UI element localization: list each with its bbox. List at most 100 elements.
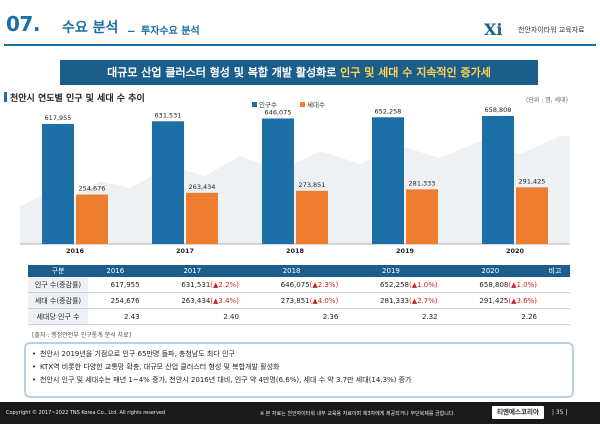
data-label: 658,808 [485,106,512,114]
bar-household [186,192,218,244]
section-number: 07. [6,12,40,36]
row-label: 세대 수(증감률) [28,292,88,309]
table-cell: 263,434(▲3.4%) [142,292,242,309]
table-cell: 652,258(▲1.0%) [341,277,441,293]
banner-highlight-text: 인구 및 세대 수 지속적인 증가세 [340,66,491,79]
data-source: [출처 : 행정안전부 인구통계 분석 자료] [32,332,132,339]
cell-value: 652,258 [380,280,409,289]
chart-title-marker [4,92,7,102]
legend-label: 세대수 [307,100,325,109]
table-cell-note [540,277,570,293]
table-row: 세대 수(증감률) 254,676 263,434(▲3.4%) 273,851(▲4… [28,292,570,309]
table-header-row: 구분 2016 2017 2018 2019 2020 비고 [28,265,570,277]
table-cell: 273,851(▲4.0%) [241,292,342,309]
table-cell: 646,075(▲2.3%) [241,277,342,293]
bar-population [42,123,74,244]
row-label: 세대당 인구 수 [28,308,88,325]
data-label: 646,075 [265,108,292,116]
cell-change: (▲4.0%) [309,296,339,305]
table-cell: 658,808(▲1.0%) [440,277,540,293]
table-header-cell: 구분 [28,265,88,277]
chart-title: 천안시 연도별 인구 및 세대 수 추이 [10,94,145,104]
legend-swatch [300,102,305,107]
footer-bar [0,402,600,424]
data-label: 254,676 [79,185,106,193]
table-cell: 254,676 [88,292,143,309]
bar-chart-svg: 인구수 세대수 617,955 254,676 2016 631,531 263,434 20… [20,100,570,255]
section-title: 수요 분석 [62,20,119,36]
data-label: 291,425 [519,177,546,185]
table-cell-note [540,308,570,325]
table-cell: 617,955 [88,277,143,293]
table-cell: 2.32 [341,308,441,325]
cell-change: (▲3.4%) [210,296,239,305]
cell-value: 646,075 [280,280,310,289]
x-tick-label: 2017 [176,247,194,255]
data-label: 652,258 [375,107,402,115]
x-tick-label: 2020 [506,247,525,255]
copyright-text: Copyright © 2017~2022 TNS Korea Co., Ltd… [6,410,166,416]
cell-value: 281,333 [380,296,409,305]
cell-value: 631,531 [181,280,211,289]
headline-banner: 대규모 산업 클러스터 형성 및 복합 개발 활성화로 인구 및 세대 수 지속… [60,60,538,85]
cell-value: 2.43 [124,312,140,321]
table-header-cell: 2017 [142,265,242,277]
data-label: 617,955 [45,114,72,122]
table-cell: 2.40 [142,308,242,325]
cell-change: (▲2.3%) [309,280,339,289]
usage-notice: ※ 본 자료는 천안자이타워 내부 교육용 자료이며 제3자에게 제공되거나 무… [260,411,456,417]
legend-label: 인구수 [259,100,277,109]
section-subtitle: 투자수요 분석 [141,26,200,37]
note-item: 천안시 인구 및 세대수는 매년 1~4% 증가, 천안시 2016년 대비, … [32,374,572,387]
logo-text: 천안자이타워 교육자료 [518,26,585,34]
table-header-cell: 2020 [440,265,540,277]
table-header-cell: 비고 [540,265,570,277]
bar-household [406,189,438,244]
table-cell: 281,333(▲2.7%) [341,292,441,309]
table-cell-note [540,292,570,309]
bar-household [516,187,548,244]
table-header-cell: 2018 [241,265,342,277]
cell-value: 2.26 [521,312,537,321]
cell-value: 273,851 [280,296,310,305]
data-label: 273,851 [299,181,326,189]
x-tick-label: 2016 [66,247,85,255]
table-header-cell: 2019 [341,265,441,277]
population-table: 구분 2016 2017 2018 2019 2020 비고 인구 수(증감률)… [28,265,570,325]
table-row: 인구 수(증감률) 617,955 631,531(▲2.2%) 646,075(▲2… [28,277,570,293]
cell-value: 2.32 [422,312,438,321]
table-cell: 2.36 [241,308,342,325]
bar-household [296,190,328,244]
x-tick-label: 2018 [286,247,305,255]
title-separator: _ [128,18,135,33]
cell-change: (▲1.0%) [508,280,537,289]
x-tick-label: 2019 [396,247,415,255]
cell-value: 263,434 [181,296,211,305]
bar-population [152,121,184,244]
table-row: 세대당 인구 수 2.43 2.40 2.36 2.32 2.26 [28,308,570,325]
notes-box: 천안시 2019년을 기점으로 인구 65만명 돌파, 충청남도 최다 인구 K… [24,342,574,398]
xi-logo-icon: Xi [484,20,503,38]
table-cell: 2.26 [440,308,540,325]
table-header-cell: 2016 [88,265,143,277]
data-label: 281,333 [409,179,436,187]
bar-population [482,116,514,244]
bar-population [372,117,404,244]
table-cell: 631,531(▲2.2%) [142,277,242,293]
legend-swatch [252,102,257,107]
table-cell: 291,425(▲3.6%) [440,292,540,309]
cell-value: 658,808 [479,280,509,289]
svg-text:Xi: Xi [484,20,503,38]
data-label: 631,531 [155,111,182,119]
data-label: 263,434 [189,183,216,191]
brand-logo: 티엔에스코리아 [492,406,544,419]
cell-change: (▲1.0%) [408,280,438,289]
cell-value: 2.36 [322,312,339,321]
table-cell: 2.43 [88,308,143,325]
cell-value: 2.40 [223,312,239,321]
header-divider [4,44,596,46]
cell-change: (▲3.6%) [508,296,537,305]
page-number: | 35 | [552,409,568,416]
note-item: KTX역 비롯한 다양한 교통망 확충, 대규모 산업 클러스터 형성 및 복합… [32,361,572,374]
cell-change: (▲2.2%) [210,280,239,289]
